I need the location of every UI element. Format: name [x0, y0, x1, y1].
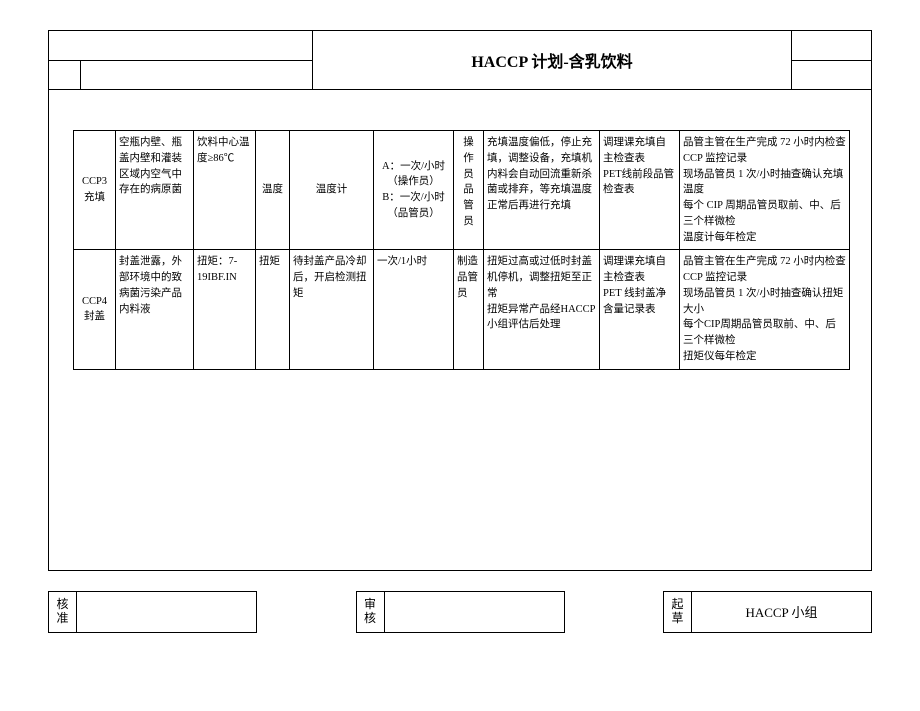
who-cell: 操作员品管员	[454, 131, 484, 250]
record-cell: 调理课充填自主检查表PET线前段品管检查表	[600, 131, 680, 250]
verify-cell: 品管主管在生产完成 72 小时内检查 CCP 监控记录现场品管员 1 次/小时抽…	[680, 250, 850, 369]
header-left-bottom-a	[49, 61, 81, 90]
haccp-table: CCP3充填 空瓶内壁、瓶盖内壁和灌装区域内空气中存在的病原菌 饮料中心温度≥8…	[73, 130, 850, 370]
header-right	[791, 31, 871, 89]
header-right-top	[792, 31, 871, 61]
hazard-cell: 封盖泄露，外部环境中的致病菌污染产品内料液	[116, 250, 194, 369]
header-block: HACCP 计划-含乳饮料	[48, 30, 872, 90]
limit-cell: 扭矩：7-19IBF.IN	[194, 250, 256, 369]
footer-gap	[257, 591, 357, 632]
main-content: CCP3充填 空瓶内壁、瓶盖内壁和灌装区域内空气中存在的病原菌 饮料中心温度≥8…	[48, 90, 872, 571]
ccp-cell: CCP3充填	[74, 131, 116, 250]
header-right-bottom	[792, 61, 871, 90]
footer-table: 核准 审核 起草 HACCP 小组	[48, 591, 872, 633]
approve-value	[77, 591, 257, 632]
header-left	[49, 31, 313, 89]
freq-cell: A：一次/小时（操作员）B：一次/小时（品管员）	[374, 131, 454, 250]
draft-value: HACCP 小组	[692, 591, 872, 632]
ccp-cell: CCP4封盖	[74, 250, 116, 369]
hazard-cell: 空瓶内壁、瓶盖内壁和灌装区域内空气中存在的病原菌	[116, 131, 194, 250]
corrective-cell: 扭矩过高或过低时封盖机停机，调整扭矩至正常扭矩异常产品经HACCP小组评估后处理	[484, 250, 600, 369]
record-cell: 调理课充填自主检查表PET 线封盖净含量记录表	[600, 250, 680, 369]
review-value	[384, 591, 564, 632]
corrective-cell: 充填温度偏低，停止充填，调整设备，充填机内料会自动回流重新杀菌或排弃，等充填温度…	[484, 131, 600, 250]
approve-label: 核准	[49, 591, 77, 632]
who-cell: 制造品管员	[454, 250, 484, 369]
document-title: HACCP 计划-含乳饮料	[313, 31, 791, 89]
what-cell: 温度	[256, 131, 290, 250]
table-row: CCP4封盖 封盖泄露，外部环境中的致病菌污染产品内料液 扭矩：7-19IBF.…	[74, 250, 850, 369]
draft-label: 起草	[664, 591, 692, 632]
header-left-bottom-b	[81, 61, 312, 90]
limit-cell: 饮料中心温度≥86℃	[194, 131, 256, 250]
review-label: 审核	[356, 591, 384, 632]
header-left-bottom	[49, 61, 313, 90]
freq-cell: 一次/1小时	[374, 250, 454, 369]
header-left-top	[49, 31, 313, 61]
table-row: CCP3充填 空瓶内壁、瓶盖内壁和灌装区域内空气中存在的病原菌 饮料中心温度≥8…	[74, 131, 850, 250]
verify-cell: 品管主管在生产完成 72 小时内检查 CCP 监控记录现场品管员 1 次/小时抽…	[680, 131, 850, 250]
footer-gap	[564, 591, 664, 632]
what-cell: 扭矩	[256, 250, 290, 369]
how-cell: 温度计	[290, 131, 374, 250]
how-cell: 待封盖产品冷却后，开启检测扭矩	[290, 250, 374, 369]
